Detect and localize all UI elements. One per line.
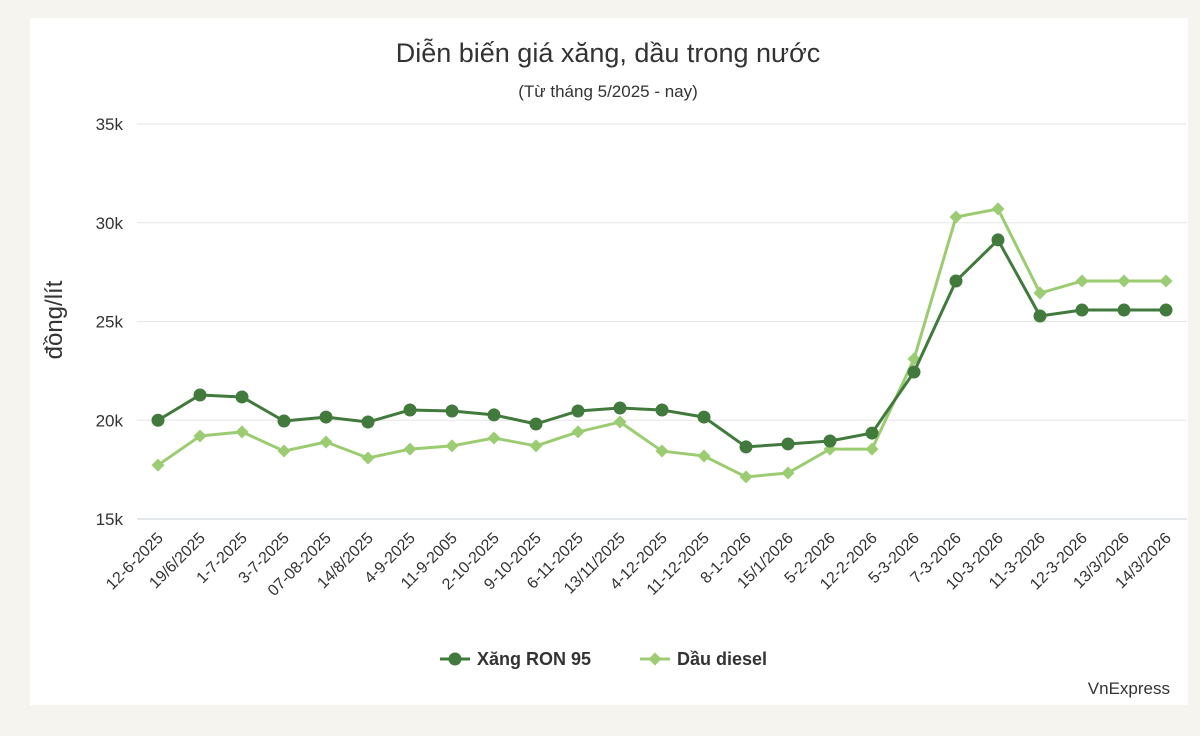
data-point: [823, 434, 837, 448]
data-point: [865, 426, 879, 440]
data-point: [487, 431, 501, 445]
data-point: [1117, 303, 1131, 317]
card: [30, 18, 1188, 705]
data-point: [151, 413, 165, 427]
data-point: [403, 403, 417, 417]
y-tick-label: 30k: [96, 214, 124, 233]
data-point: [655, 403, 669, 417]
data-point: [571, 404, 585, 418]
data-point: [697, 449, 711, 463]
data-point: [907, 365, 921, 379]
legend-label: Xăng RON 95: [477, 649, 591, 669]
data-point: [1117, 274, 1131, 288]
data-point: [277, 414, 291, 428]
data-point: [277, 444, 291, 458]
source: VnExpress: [1088, 679, 1170, 698]
chart-subtitle: (Từ tháng 5/2025 - nay): [518, 82, 698, 101]
data-point: [739, 440, 753, 454]
data-point: [445, 404, 459, 418]
data-point: [613, 401, 627, 415]
data-point: [655, 444, 669, 458]
data-point: [529, 439, 543, 453]
data-point: [319, 410, 333, 424]
data-point: [235, 425, 249, 439]
data-point: [529, 417, 543, 431]
data-point: [781, 437, 795, 451]
legend-marker: [648, 652, 662, 666]
y-tick-label: 20k: [96, 411, 124, 430]
data-point: [571, 425, 585, 439]
data-point: [235, 390, 249, 404]
data-point: [1033, 286, 1047, 300]
y-tick-label: 25k: [96, 313, 124, 332]
data-point: [1159, 274, 1173, 288]
data-point: [193, 388, 207, 402]
data-point: [781, 466, 795, 480]
data-point: [1033, 309, 1047, 323]
y-tick-label: 15k: [96, 510, 124, 529]
data-point: [949, 274, 963, 288]
legend-label: Dầu diesel: [677, 649, 767, 669]
data-point: [697, 410, 711, 424]
data-point: [361, 451, 375, 465]
data-point: [739, 470, 753, 484]
data-point: [1159, 303, 1173, 317]
legend-marker: [448, 652, 462, 666]
data-point: [487, 408, 501, 422]
data-point: [445, 439, 459, 453]
data-point: [361, 415, 375, 429]
data-point: [991, 233, 1005, 247]
data-point: [1075, 274, 1089, 288]
y-axis-title: đồng/lít: [41, 280, 68, 359]
data-point: [949, 210, 963, 224]
data-point: [193, 429, 207, 443]
chart-title: Diễn biến giá xăng, dầu trong nước: [396, 37, 821, 68]
y-tick-label: 35k: [96, 115, 124, 134]
data-point: [991, 202, 1005, 216]
data-point: [319, 435, 333, 449]
data-point: [151, 458, 165, 472]
data-point: [1075, 303, 1089, 317]
data-point: [403, 442, 417, 456]
data-point: [865, 442, 879, 456]
data-point: [613, 415, 627, 429]
